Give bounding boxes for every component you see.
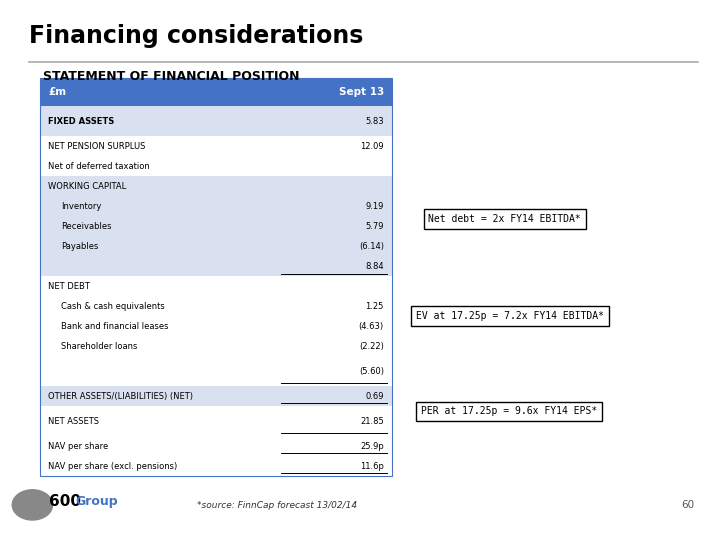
Bar bbox=[40, 336, 392, 356]
Circle shape bbox=[12, 490, 53, 520]
Text: 5.83: 5.83 bbox=[365, 117, 384, 126]
Text: 5.79: 5.79 bbox=[365, 222, 384, 231]
Text: 1.25: 1.25 bbox=[365, 302, 384, 310]
Text: 11.6p: 11.6p bbox=[360, 462, 384, 470]
Text: 0.69: 0.69 bbox=[365, 392, 384, 401]
Text: NET ASSETS: NET ASSETS bbox=[48, 416, 99, 426]
Bar bbox=[40, 78, 392, 106]
Text: Net debt = 2x FY14 EBITDA*: Net debt = 2x FY14 EBITDA* bbox=[428, 214, 581, 224]
Bar bbox=[40, 237, 392, 256]
Text: Payables: Payables bbox=[61, 242, 99, 251]
Text: Receivables: Receivables bbox=[61, 222, 112, 231]
Bar bbox=[40, 456, 392, 476]
Bar bbox=[40, 316, 392, 336]
Text: EV at 17.25p = 7.2x FY14 EBITDA*: EV at 17.25p = 7.2x FY14 EBITDA* bbox=[416, 311, 604, 321]
Text: 8.84: 8.84 bbox=[365, 262, 384, 271]
Text: WORKING CAPITAL: WORKING CAPITAL bbox=[48, 182, 127, 191]
Bar bbox=[40, 436, 392, 456]
Text: PER at 17.25p = 9.6x FY14 EPS*: PER at 17.25p = 9.6x FY14 EPS* bbox=[421, 407, 598, 416]
Text: *source: FinnCap forecast 13/02/14: *source: FinnCap forecast 13/02/14 bbox=[197, 501, 357, 510]
Text: NAV per share: NAV per share bbox=[48, 442, 109, 450]
Text: 600: 600 bbox=[49, 494, 81, 509]
Text: NAV per share (excl. pensions): NAV per share (excl. pensions) bbox=[48, 462, 178, 470]
Text: Bank and financial leases: Bank and financial leases bbox=[61, 322, 168, 330]
Text: (5.60): (5.60) bbox=[359, 367, 384, 376]
Bar bbox=[40, 78, 392, 476]
Text: 60: 60 bbox=[682, 500, 695, 510]
Text: 12.09: 12.09 bbox=[360, 142, 384, 151]
Text: £m: £m bbox=[48, 87, 66, 97]
Text: Sept 13: Sept 13 bbox=[338, 87, 384, 97]
Bar bbox=[40, 197, 392, 217]
Text: Shareholder loans: Shareholder loans bbox=[61, 342, 138, 350]
Text: (4.63): (4.63) bbox=[359, 322, 384, 330]
Bar bbox=[40, 217, 392, 237]
Text: NET PENSION SURPLUS: NET PENSION SURPLUS bbox=[48, 142, 145, 151]
Bar bbox=[40, 356, 392, 386]
Text: Net of deferred taxation: Net of deferred taxation bbox=[48, 162, 150, 171]
Bar bbox=[40, 157, 392, 177]
Text: FIXED ASSETS: FIXED ASSETS bbox=[48, 117, 114, 126]
Text: OTHER ASSETS/(LIABILITIES) (NET): OTHER ASSETS/(LIABILITIES) (NET) bbox=[48, 392, 193, 401]
Text: Group: Group bbox=[76, 495, 118, 508]
Text: Cash & cash equivalents: Cash & cash equivalents bbox=[61, 302, 165, 310]
Bar bbox=[40, 276, 392, 296]
Text: 9.19: 9.19 bbox=[365, 202, 384, 211]
Text: 25.9p: 25.9p bbox=[360, 442, 384, 450]
Bar bbox=[40, 137, 392, 157]
Bar bbox=[40, 256, 392, 276]
Text: Inventory: Inventory bbox=[61, 202, 102, 211]
Bar bbox=[40, 386, 392, 406]
Text: 21.85: 21.85 bbox=[360, 416, 384, 426]
Text: NET DEBT: NET DEBT bbox=[48, 282, 90, 291]
Text: Financing considerations: Financing considerations bbox=[29, 24, 363, 48]
Text: STATEMENT OF FINANCIAL POSITION: STATEMENT OF FINANCIAL POSITION bbox=[43, 70, 300, 83]
Bar bbox=[40, 177, 392, 197]
Text: (6.14): (6.14) bbox=[359, 242, 384, 251]
Bar bbox=[40, 406, 392, 436]
Bar bbox=[40, 106, 392, 137]
Bar bbox=[40, 296, 392, 316]
Text: (2.22): (2.22) bbox=[359, 342, 384, 350]
